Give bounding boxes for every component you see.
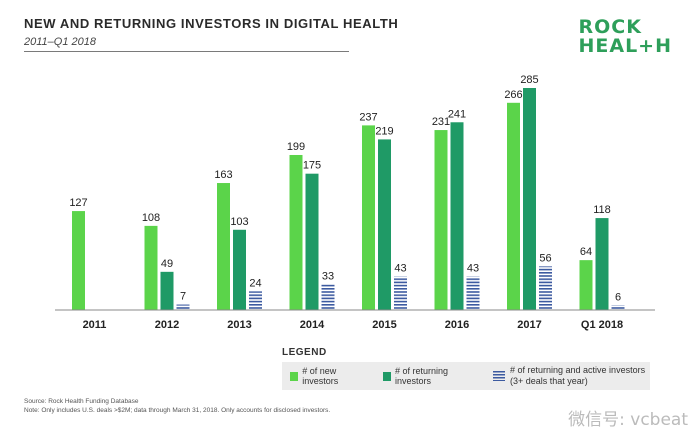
bar-returning-q1-2018	[595, 218, 609, 310]
data-label-active-2014: 33	[322, 270, 334, 282]
bar-new-q1-2018	[579, 260, 593, 310]
data-label-active-2015: 43	[394, 263, 406, 275]
bar-active-q1-2018	[611, 305, 625, 310]
legend-swatch-active	[493, 371, 505, 381]
data-label-returning-2015: 219	[375, 125, 393, 137]
bar-active-2017	[539, 266, 552, 310]
wechat-watermark: 微信号: vcbeat	[568, 410, 688, 430]
bar-new-2015	[362, 125, 375, 311]
data-label-active-2012: 7	[180, 291, 186, 303]
source-text: Source: Rock Health Funding Database	[24, 398, 139, 405]
data-label-returning-2016: 241	[448, 108, 466, 120]
bar-active-2012	[176, 304, 190, 310]
x-tick-label: 2012	[155, 319, 179, 331]
bar-new-2013	[217, 183, 230, 310]
logo-line-2: HEAL+H	[578, 35, 672, 57]
bar-new-2016	[434, 130, 448, 310]
data-label-returning-2012: 49	[161, 258, 173, 270]
bar-returning-2016	[450, 122, 464, 310]
data-label-new-2015: 237	[359, 111, 377, 123]
data-label-active-q1-2018: 6	[615, 291, 621, 303]
bar-active-2015	[394, 276, 407, 310]
bar-active-2016	[466, 276, 480, 310]
legend-label-active: # of returning and active investors (3+ …	[510, 365, 646, 386]
data-label-active-2017: 56	[539, 252, 551, 264]
bar-returning-2015	[378, 139, 391, 310]
x-tick-label: Q1 2018	[581, 319, 623, 331]
x-tick-label: 2013	[227, 319, 251, 331]
data-label-new-2012: 108	[142, 212, 160, 224]
data-label-active-2013: 24	[249, 277, 261, 289]
bar-active-2013	[249, 291, 262, 310]
legend-swatch-returning	[382, 371, 391, 381]
data-label-returning-2014: 175	[303, 160, 321, 172]
bar-returning-2017	[523, 88, 536, 310]
chart-title: NEW AND RETURNING INVESTORS IN DIGITAL H…	[24, 16, 399, 31]
x-tick-label: 2016	[445, 319, 469, 331]
x-tick-label: 2017	[517, 319, 541, 331]
legend-title: LEGEND	[282, 347, 327, 358]
bar-new-2017	[507, 102, 520, 310]
data-label-new-2011: 127	[69, 197, 87, 209]
legend-item-active: # of returning and active investors (3+ …	[493, 365, 650, 387]
data-label-active-2016: 43	[467, 263, 479, 275]
x-tick-label: 2015	[372, 319, 396, 331]
bar-new-2012	[144, 225, 158, 310]
source-note: Source: Rock Health Funding Database Not…	[24, 397, 330, 415]
legend-item-returning: # of returning investors	[382, 366, 479, 386]
logo-line-1: ROCK	[578, 16, 642, 38]
x-tick-labels: 2011 2012 2013 2014 2015 2016 2017 Q1 2018	[83, 319, 624, 331]
legend-label-new: # of new investors	[302, 366, 339, 386]
chart-subtitle: 2011–Q1 2018	[24, 36, 96, 48]
data-label-returning-2017: 285	[520, 74, 538, 86]
bar-active-2014	[321, 284, 335, 310]
title-divider	[24, 51, 349, 52]
data-label-returning-q1-2018: 118	[593, 204, 611, 216]
rock-health-logo: ROCK HEAL+H	[578, 18, 672, 56]
x-tick-label: 2011	[83, 319, 107, 331]
bar-new-2011	[72, 211, 85, 310]
data-label-returning-2013: 103	[230, 216, 248, 228]
bar-new-2014	[289, 154, 303, 310]
note-text: Note: Only includes U.S. deals >$2M; dat…	[24, 407, 331, 414]
legend-item-new: # of new investors	[290, 366, 369, 386]
data-label-new-2017: 266	[504, 89, 522, 101]
bar-returning-2014	[305, 173, 319, 310]
x-tick-label: 2014	[300, 319, 325, 331]
data-label-new-2013: 163	[214, 169, 232, 181]
data-label-new-2016: 231	[432, 116, 450, 128]
legend-label-returning: # of returning investors	[395, 366, 449, 386]
data-label-new-q1-2018: 64	[580, 246, 592, 258]
legend-swatch-new	[290, 371, 299, 381]
data-label-new-2014: 199	[287, 141, 305, 153]
legend: # of new investors # of returning invest…	[282, 362, 650, 390]
bar-returning-2012	[160, 271, 174, 310]
bar-returning-2013	[233, 229, 246, 310]
